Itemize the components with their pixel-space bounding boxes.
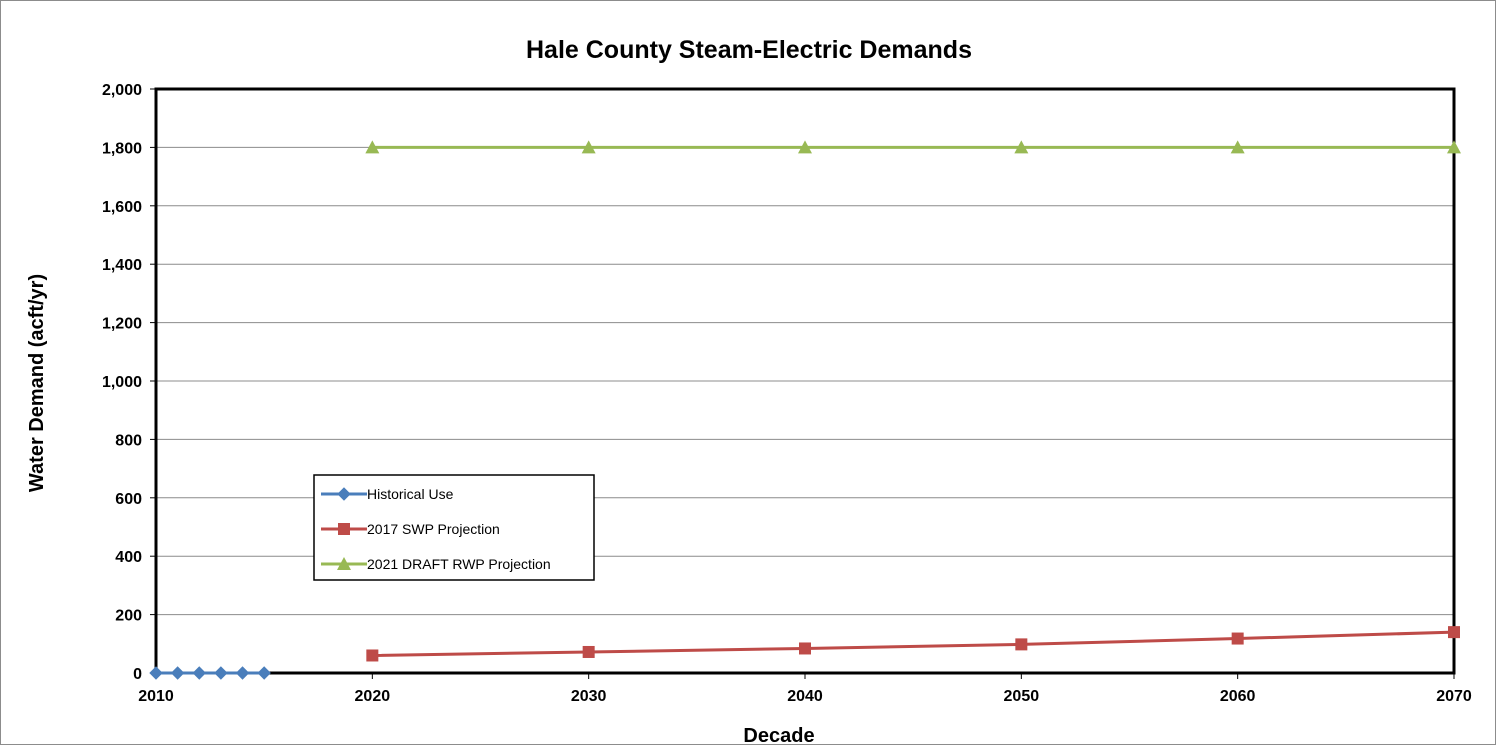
chart-title: Hale County Steam-Electric Demands	[526, 36, 972, 64]
x-tick-label: 2010	[138, 688, 174, 705]
legend-item: 2017 SWP Projection	[321, 521, 500, 537]
data-point	[170, 666, 185, 680]
x-tick-label: 2070	[1436, 688, 1472, 705]
data-point	[365, 140, 380, 154]
series-3	[365, 140, 1461, 154]
y-tick-label: 1,400	[102, 257, 142, 274]
y-tick-label: 800	[115, 432, 142, 449]
y-tick-label: 1,600	[102, 199, 142, 216]
legend-label: 2017 SWP Projection	[367, 521, 500, 537]
series-layer	[149, 140, 1461, 680]
data-point	[1448, 626, 1460, 639]
data-point	[192, 666, 206, 680]
y-tick-label: 2,000	[102, 82, 142, 99]
y-tick-label: 1,000	[102, 374, 142, 391]
data-point	[582, 645, 595, 658]
data-point	[214, 666, 228, 680]
legend-label: Historical Use	[367, 486, 454, 502]
y-tick-label: 600	[115, 491, 142, 508]
data-point	[1447, 140, 1461, 154]
data-point	[798, 140, 812, 154]
x-tick-label: 2040	[787, 688, 823, 705]
data-point	[257, 666, 271, 680]
legend-marker	[338, 523, 350, 535]
data-point	[1014, 140, 1029, 154]
data-point	[235, 666, 250, 680]
x-tick-label: 2030	[571, 688, 607, 705]
data-point	[581, 140, 596, 154]
legend-item: 2021 DRAFT RWP Projection	[321, 556, 551, 572]
series-line	[372, 630, 1455, 657]
data-point	[366, 649, 379, 662]
series-2	[366, 626, 1460, 662]
legend-item: Historical Use	[321, 486, 454, 502]
series-1	[149, 666, 271, 680]
x-axis-label: Decade	[743, 725, 814, 746]
y-axis-label: Water Demand (acft/yr)	[26, 274, 48, 492]
x-tick-label: 2060	[1220, 688, 1256, 705]
y-tick-label: 200	[115, 608, 142, 625]
legend: Historical Use 2017 SWP Projection 2021 DR…	[313, 474, 595, 581]
y-tick-label: 400	[115, 549, 142, 566]
y-tick-label: 0	[133, 666, 142, 683]
legend-label: 2021 DRAFT RWP Projection	[367, 556, 551, 572]
x-tick-label: 2050	[1004, 688, 1040, 705]
y-tick-label: 1,200	[102, 316, 142, 333]
x-tick-label: 2020	[355, 688, 391, 705]
legend-marker	[337, 487, 351, 501]
legend-marker	[337, 557, 351, 570]
data-point	[799, 642, 811, 655]
data-point	[1230, 140, 1245, 154]
data-point	[149, 666, 163, 680]
data-point	[1231, 632, 1244, 645]
data-point	[1015, 638, 1028, 651]
y-axis-ticks: 0 200 400 600 800 1,000 1,200 1,400 1,600 1,800 2,…	[102, 82, 156, 683]
y-tick-label: 1,800	[102, 140, 142, 157]
x-axis-ticks: 2010 2020 2030 2040 2050 2060 2070	[138, 673, 1472, 705]
